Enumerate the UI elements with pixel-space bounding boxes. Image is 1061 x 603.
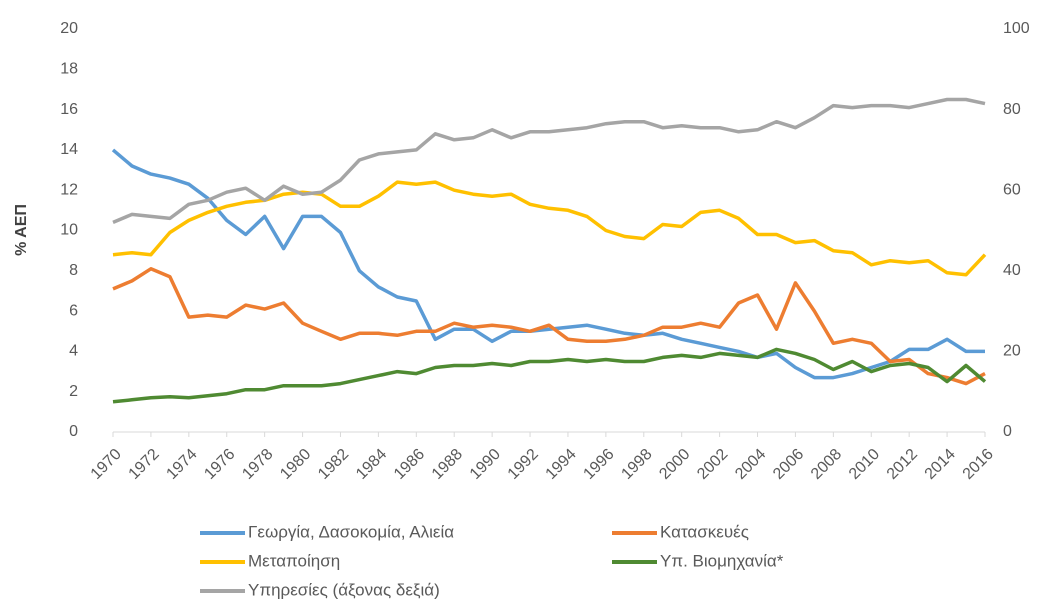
x-tick-label: 2004 xyxy=(732,446,769,483)
series-line xyxy=(112,180,987,277)
y2-tick-label: 0 xyxy=(1003,423,1012,440)
y-tick-label: 20 xyxy=(60,20,78,37)
x-tick-label: 1996 xyxy=(580,446,617,483)
x-tick-label: 1970 xyxy=(88,446,125,483)
y-tick-label: 2 xyxy=(69,383,78,400)
x-tick-label: 1998 xyxy=(618,446,655,483)
x-tick-label: 1982 xyxy=(315,446,352,483)
y-tick-label: 16 xyxy=(60,101,78,118)
x-tick-label: 1994 xyxy=(543,446,580,483)
y-tick-label: 8 xyxy=(69,262,78,279)
y-tick-label: 18 xyxy=(60,61,78,78)
x-tick-label: 2016 xyxy=(960,446,997,483)
x-tick-label: 1974 xyxy=(163,446,200,483)
x-tick-label: 2012 xyxy=(884,446,921,483)
x-tick-label: 2002 xyxy=(694,446,731,483)
y2-tick-label: 20 xyxy=(1003,343,1021,360)
y-tick-label: 12 xyxy=(60,181,78,198)
y-axis-label: % ΑΕΠ xyxy=(13,204,30,256)
x-tick-label: 1980 xyxy=(277,446,314,483)
x-tick-label: 1988 xyxy=(429,446,466,483)
series-line xyxy=(111,148,985,380)
y-tick-label: 0 xyxy=(69,423,78,440)
x-tick-label: 2000 xyxy=(656,446,693,483)
series-line xyxy=(112,97,986,225)
y-tick-label: 10 xyxy=(60,222,78,239)
y-tick-label: 14 xyxy=(60,141,78,158)
legend-label: Υπ. Βιομηχανία* xyxy=(660,551,784,570)
x-tick-label: 2006 xyxy=(770,446,807,483)
x-tick-label: 1976 xyxy=(201,446,238,483)
series-line xyxy=(112,267,986,386)
legend-label: Γεωργία, Δασοκομία, Αλιεία xyxy=(248,522,454,541)
legend-label: Μεταποίηση xyxy=(248,551,340,570)
x-tick-label: 1978 xyxy=(239,446,276,483)
y2-tick-label: 100 xyxy=(1003,20,1030,37)
x-tick-label: 1984 xyxy=(353,446,390,483)
y-tick-label: 4 xyxy=(69,343,78,360)
y2-tick-label: 80 xyxy=(1003,101,1021,118)
x-tick-label: 1992 xyxy=(505,446,542,483)
x-tick-label: 1986 xyxy=(391,446,428,483)
series-line xyxy=(112,347,987,404)
y-tick-label: 6 xyxy=(69,302,78,319)
y2-tick-label: 40 xyxy=(1003,262,1021,279)
x-tick-label: 1972 xyxy=(126,446,163,483)
x-tick-label: 2010 xyxy=(846,446,883,483)
y2-tick-label: 60 xyxy=(1003,181,1021,198)
x-tick-label: 1990 xyxy=(467,446,504,483)
legend-label: Κατασκευές xyxy=(660,522,749,541)
x-tick-label: 2008 xyxy=(808,446,845,483)
x-tick-label: 2014 xyxy=(922,446,959,483)
legend-label: Υπηρεσίες (άξονας δεξιά) xyxy=(248,580,440,599)
